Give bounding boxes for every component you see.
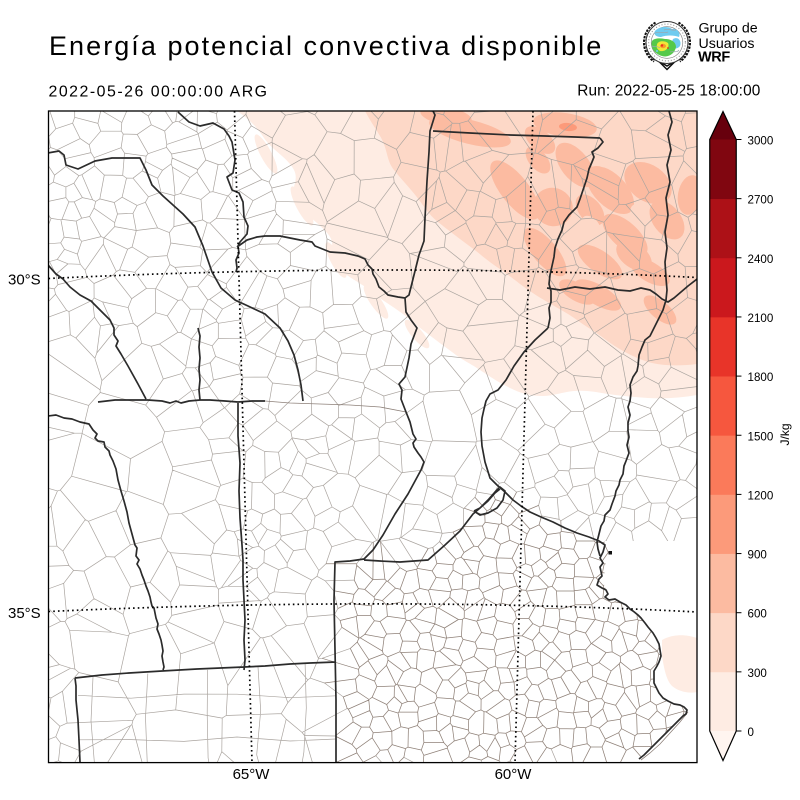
svg-text:J/kg: J/kg xyxy=(778,423,792,445)
svg-text:1200: 1200 xyxy=(748,489,774,502)
svg-text:600: 600 xyxy=(748,608,767,621)
svg-text:0: 0 xyxy=(748,726,754,739)
svg-text:60°W: 60°W xyxy=(495,766,533,783)
svg-text:Grupo de: Grupo de xyxy=(699,21,758,37)
svg-text:Run: 2022-05-25 18:00:00: Run: 2022-05-25 18:00:00 xyxy=(577,83,760,100)
svg-text:1800: 1800 xyxy=(748,371,774,384)
svg-text:2022-05-26 00:00:00 ARG: 2022-05-26 00:00:00 ARG xyxy=(49,83,269,100)
svg-text:900: 900 xyxy=(748,549,767,562)
svg-text:2100: 2100 xyxy=(748,312,774,325)
svg-text:1500: 1500 xyxy=(748,430,774,443)
svg-text:35°S: 35°S xyxy=(8,605,41,622)
svg-text:WRF: WRF xyxy=(698,49,730,65)
svg-text:300: 300 xyxy=(748,667,767,680)
svg-text:2400: 2400 xyxy=(748,253,774,266)
svg-text:3000: 3000 xyxy=(748,135,774,148)
svg-text:Usuarios: Usuarios xyxy=(699,36,755,52)
svg-text:30°S: 30°S xyxy=(8,271,41,288)
svg-text:2700: 2700 xyxy=(748,194,774,207)
svg-text:Energía potencial convectiva d: Energía potencial convectiva disponible xyxy=(49,31,603,61)
svg-text:65°W: 65°W xyxy=(233,766,271,783)
